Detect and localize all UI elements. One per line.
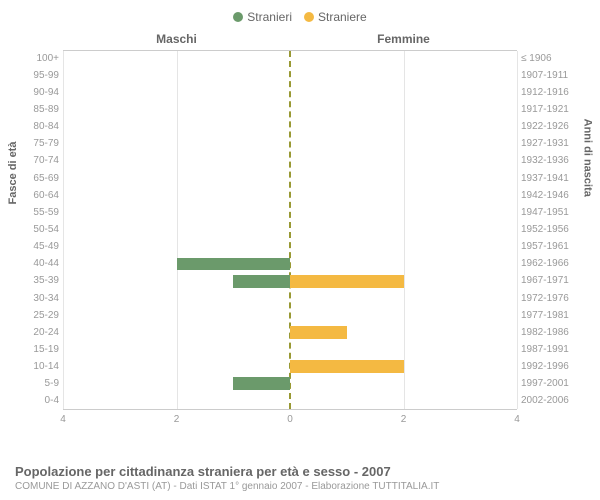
y-right-labels: ≤ 19061907-19111912-19161917-19211922-19… — [517, 50, 585, 410]
age-label: 20-24 — [15, 324, 59, 341]
bar-row — [63, 136, 517, 153]
bar-row — [63, 358, 517, 375]
age-label: 40-44 — [15, 256, 59, 273]
chart-subtitle: COMUNE DI AZZANO D'ASTI (AT) - Dati ISTA… — [15, 481, 585, 492]
age-label: 15-19 — [15, 341, 59, 358]
bar-rows — [63, 51, 517, 409]
x-axis-ticks: 4 2 0 2 4 — [63, 414, 517, 430]
chart-container: Stranieri Straniere Maschi Femmine Fasce… — [0, 0, 600, 500]
age-label: 75-79 — [15, 136, 59, 153]
female-bar — [290, 360, 404, 373]
bar-row — [63, 273, 517, 290]
x-tick: 0 — [287, 414, 293, 425]
birth-label: 1997-2001 — [521, 376, 585, 393]
bar-row — [63, 221, 517, 238]
age-label: 35-39 — [15, 273, 59, 290]
birth-label: 1932-1936 — [521, 153, 585, 170]
bar-row — [63, 375, 517, 392]
legend-label-female: Straniere — [318, 10, 367, 24]
age-label: 25-29 — [15, 307, 59, 324]
birth-label: 1962-1966 — [521, 256, 585, 273]
bar-row — [63, 204, 517, 221]
birth-label: 1912-1916 — [521, 84, 585, 101]
y-left-labels: 100+95-9990-9485-8980-8475-7970-7465-696… — [15, 50, 63, 410]
birth-label: 1952-1956 — [521, 221, 585, 238]
column-headers: Maschi Femmine — [15, 32, 585, 46]
age-label: 45-49 — [15, 239, 59, 256]
birth-label: 1937-1941 — [521, 170, 585, 187]
age-label: 100+ — [15, 50, 59, 67]
grid-line — [517, 51, 518, 409]
footer: Popolazione per cittadinanza straniera p… — [15, 464, 585, 492]
birth-label: 1907-1911 — [521, 67, 585, 84]
plot-area: Fasce di età Anni di nascita 100+95-9990… — [15, 50, 585, 410]
bar-row — [63, 119, 517, 136]
age-label: 50-54 — [15, 221, 59, 238]
legend-swatch-female — [304, 12, 314, 22]
chart-body — [63, 50, 517, 410]
birth-label: 1972-1976 — [521, 290, 585, 307]
bar-row — [63, 153, 517, 170]
birth-label: 1967-1971 — [521, 273, 585, 290]
y-axis-left-title: Fasce di età — [7, 142, 19, 205]
age-label: 70-74 — [15, 153, 59, 170]
x-axis: 4 2 0 2 4 — [15, 414, 585, 430]
bar-row — [63, 102, 517, 119]
column-header-left: Maschi — [63, 32, 290, 46]
age-label: 30-34 — [15, 290, 59, 307]
x-tick: 2 — [174, 414, 180, 425]
legend-label-male: Stranieri — [247, 10, 292, 24]
bar-row — [63, 341, 517, 358]
age-label: 85-89 — [15, 101, 59, 118]
column-header-right: Femmine — [290, 32, 517, 46]
y-axis-right-title: Anni di nascita — [581, 119, 593, 197]
bar-row — [63, 324, 517, 341]
bar-row — [63, 307, 517, 324]
birth-label: 1927-1931 — [521, 136, 585, 153]
age-label: 65-69 — [15, 170, 59, 187]
age-label: 5-9 — [15, 376, 59, 393]
x-tick: 2 — [401, 414, 407, 425]
birth-label: 1957-1961 — [521, 239, 585, 256]
bar-row — [63, 68, 517, 85]
birth-label: ≤ 1906 — [521, 50, 585, 67]
age-label: 0-4 — [15, 393, 59, 410]
age-label: 10-14 — [15, 359, 59, 376]
age-label: 90-94 — [15, 84, 59, 101]
birth-label: 1947-1951 — [521, 204, 585, 221]
birth-label: 2002-2006 — [521, 393, 585, 410]
legend: Stranieri Straniere — [15, 10, 585, 24]
x-tick: 4 — [60, 414, 66, 425]
birth-label: 1987-1991 — [521, 341, 585, 358]
male-bar — [233, 377, 290, 390]
chart-title: Popolazione per cittadinanza straniera p… — [15, 464, 585, 479]
bar-row — [63, 290, 517, 307]
age-label: 60-64 — [15, 187, 59, 204]
bar-row — [63, 239, 517, 256]
male-bar — [233, 275, 290, 288]
bar-row — [63, 170, 517, 187]
female-bar — [290, 326, 347, 339]
legend-item-female: Straniere — [304, 10, 367, 24]
x-tick: 4 — [514, 414, 520, 425]
bar-row — [63, 256, 517, 273]
birth-label: 1922-1926 — [521, 119, 585, 136]
birth-label: 1992-1996 — [521, 359, 585, 376]
birth-label: 1977-1981 — [521, 307, 585, 324]
age-label: 80-84 — [15, 119, 59, 136]
age-label: 55-59 — [15, 204, 59, 221]
male-bar — [177, 258, 291, 271]
bar-row — [63, 85, 517, 102]
bar-row — [63, 187, 517, 204]
legend-swatch-male — [233, 12, 243, 22]
bar-row — [63, 392, 517, 409]
birth-label: 1917-1921 — [521, 101, 585, 118]
birth-label: 1982-1986 — [521, 324, 585, 341]
birth-label: 1942-1946 — [521, 187, 585, 204]
female-bar — [290, 275, 404, 288]
age-label: 95-99 — [15, 67, 59, 84]
legend-item-male: Stranieri — [233, 10, 292, 24]
bar-row — [63, 51, 517, 68]
